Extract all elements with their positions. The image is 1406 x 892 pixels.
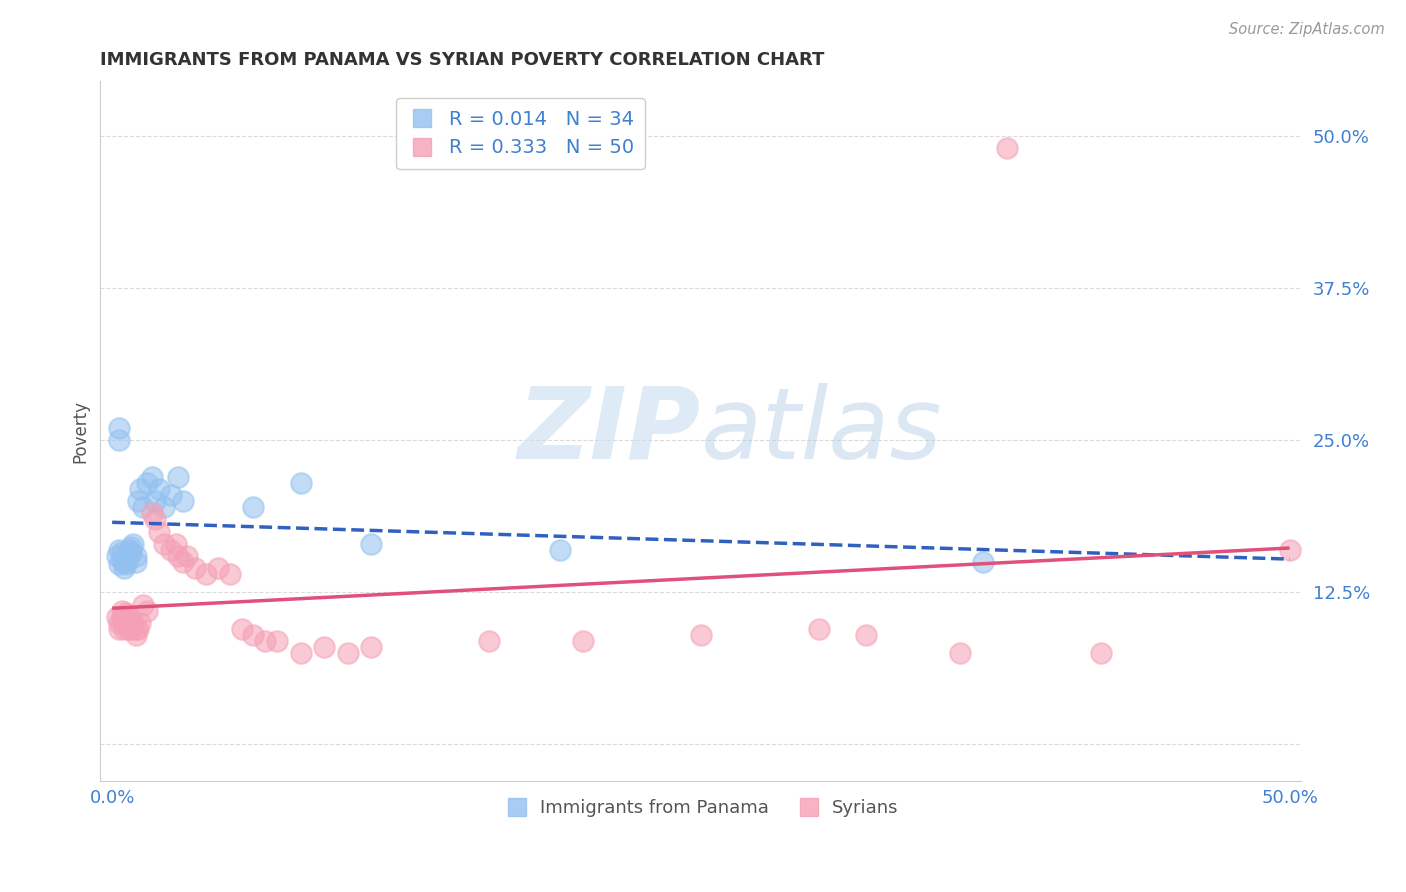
Point [117,549,139,563]
Point [172,555,194,569]
Point [231,622,253,636]
Point [110,545,132,559]
Point [115,615,138,630]
Point [112,622,135,636]
Point [115,558,138,572]
Point [242,628,264,642]
Point [136,604,159,618]
Point [143,494,166,508]
Legend: Immigrants from Panama, Syrians: Immigrants from Panama, Syrians [496,792,905,824]
Point [1090,646,1112,660]
Text: atlas: atlas [700,383,942,480]
Point [117,622,139,636]
Point [112,555,135,569]
Point [120,545,142,559]
Point [110,604,132,618]
Point [120,615,142,630]
Point [312,640,335,655]
Point [148,482,170,496]
Point [141,470,163,484]
Point [132,500,155,515]
Point [153,537,176,551]
Point [218,567,240,582]
Point [548,542,571,557]
Point [127,622,149,636]
Point [689,628,711,642]
Point [108,558,131,572]
Point [141,506,163,520]
Point [855,628,877,642]
Point [129,482,152,496]
Point [242,500,264,515]
Text: ZIP: ZIP [517,383,700,480]
Point [124,549,146,563]
Text: Source: ZipAtlas.com: Source: ZipAtlas.com [1229,22,1385,37]
Point [108,622,131,636]
Point [165,537,187,551]
Text: IMMIGRANTS FROM PANAMA VS SYRIAN POVERTY CORRELATION CHART: IMMIGRANTS FROM PANAMA VS SYRIAN POVERTY… [100,51,825,69]
Point [160,488,183,502]
Point [108,615,131,630]
Point [136,475,159,490]
Point [122,537,145,551]
Point [1278,542,1301,557]
Point [108,421,131,435]
Point [167,549,190,563]
Point [115,606,138,620]
Point [110,609,132,624]
Point [108,434,131,448]
Point [972,555,994,569]
Point [112,615,135,630]
Point [124,555,146,569]
Point [148,524,170,539]
Point [195,567,218,582]
Point [360,640,382,655]
Point [132,598,155,612]
Point [290,475,312,490]
Point [572,634,595,648]
Point [949,646,972,660]
Point [117,542,139,557]
Y-axis label: Poverty: Poverty [72,400,89,463]
Point [290,646,312,660]
Point [995,141,1018,155]
Point [167,470,190,484]
Point [124,622,146,636]
Point [143,512,166,526]
Point [172,494,194,508]
Point [127,494,149,508]
Point [115,549,138,563]
Point [266,634,288,648]
Point [120,541,142,555]
Point [207,561,229,575]
Point [110,552,132,566]
Point [117,609,139,624]
Point [105,549,128,563]
Point [108,542,131,557]
Point [160,542,183,557]
Point [105,609,128,624]
Point [478,634,501,648]
Point [120,622,142,636]
Point [176,549,198,563]
Point [360,537,382,551]
Point [129,615,152,630]
Point [183,561,205,575]
Point [153,500,176,515]
Point [124,628,146,642]
Point [112,561,135,575]
Point [254,634,277,648]
Point [122,615,145,630]
Point [807,622,830,636]
Point [336,646,359,660]
